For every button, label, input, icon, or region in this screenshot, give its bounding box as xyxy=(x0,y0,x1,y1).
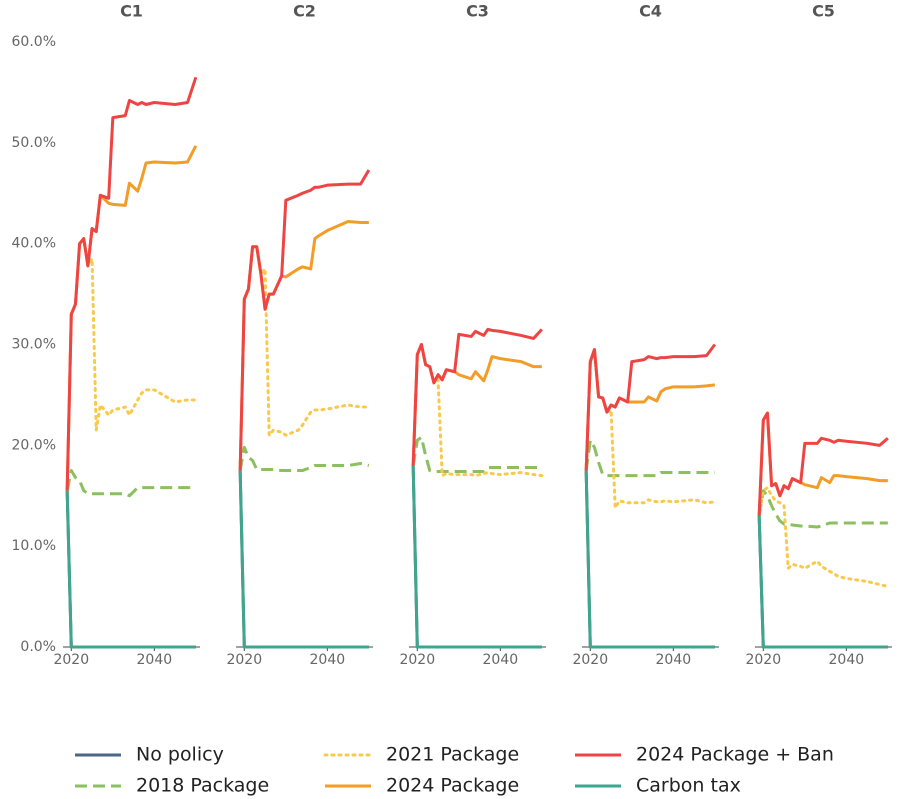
series-line xyxy=(65,469,196,498)
y-tick-label: 60.0% xyxy=(12,34,56,50)
x-tick-label: 2020 xyxy=(572,652,608,668)
series-line xyxy=(65,76,198,491)
legend-label: 2024 Package + Ban xyxy=(636,744,834,766)
panel-title: C2 xyxy=(293,2,316,21)
x-tick-label: 2020 xyxy=(745,652,781,668)
panel-title: C1 xyxy=(120,2,143,21)
y-tick-label: 50.0% xyxy=(12,135,56,151)
series-line xyxy=(584,343,717,471)
panel-title: C4 xyxy=(639,2,662,21)
legend-label: Carbon tax xyxy=(636,775,741,797)
series-line xyxy=(411,327,543,466)
series-line xyxy=(411,343,544,478)
series-line xyxy=(757,411,888,516)
series-line xyxy=(411,465,542,649)
series-line xyxy=(65,490,196,649)
series-line xyxy=(238,445,370,473)
series-line xyxy=(757,411,889,516)
series-line xyxy=(584,348,717,510)
series-line xyxy=(584,470,715,649)
x-tick-label: 2040 xyxy=(829,652,865,668)
series-line xyxy=(65,237,198,493)
series-line xyxy=(757,486,890,588)
series-line xyxy=(65,490,196,649)
y-tick-label: 40.0% xyxy=(12,236,56,252)
legend-label: 2024 Package xyxy=(386,775,519,797)
panel-title: C3 xyxy=(466,2,489,21)
x-tick-label: 2040 xyxy=(656,652,692,668)
series-line xyxy=(584,438,715,478)
series-line xyxy=(411,343,542,466)
x-tick-label: 2040 xyxy=(137,652,173,668)
series-line xyxy=(238,169,371,471)
legend-label: 2018 Package xyxy=(136,775,269,797)
y-tick-label: 20.0% xyxy=(12,437,56,453)
x-tick-label: 2020 xyxy=(226,652,262,668)
x-tick-label: 2040 xyxy=(483,652,519,668)
legend-label: 2021 Package xyxy=(386,744,519,766)
y-tick-label: 30.0% xyxy=(12,337,56,353)
series-line xyxy=(238,470,369,649)
series-line xyxy=(584,470,715,649)
series-line xyxy=(411,435,542,474)
x-tick-label: 2040 xyxy=(310,652,346,668)
series-line xyxy=(757,515,888,649)
legend-label: No policy xyxy=(136,744,224,766)
panel-title: C5 xyxy=(812,2,835,21)
y-tick-label: 10.0% xyxy=(12,538,56,554)
series-line xyxy=(757,489,888,529)
y-tick-label: 0.0% xyxy=(20,639,56,655)
x-tick-label: 2020 xyxy=(53,652,89,668)
series-line xyxy=(411,465,542,649)
x-tick-label: 2020 xyxy=(399,652,435,668)
series-line xyxy=(65,145,198,491)
series-line xyxy=(238,245,371,473)
series-line xyxy=(238,470,369,649)
